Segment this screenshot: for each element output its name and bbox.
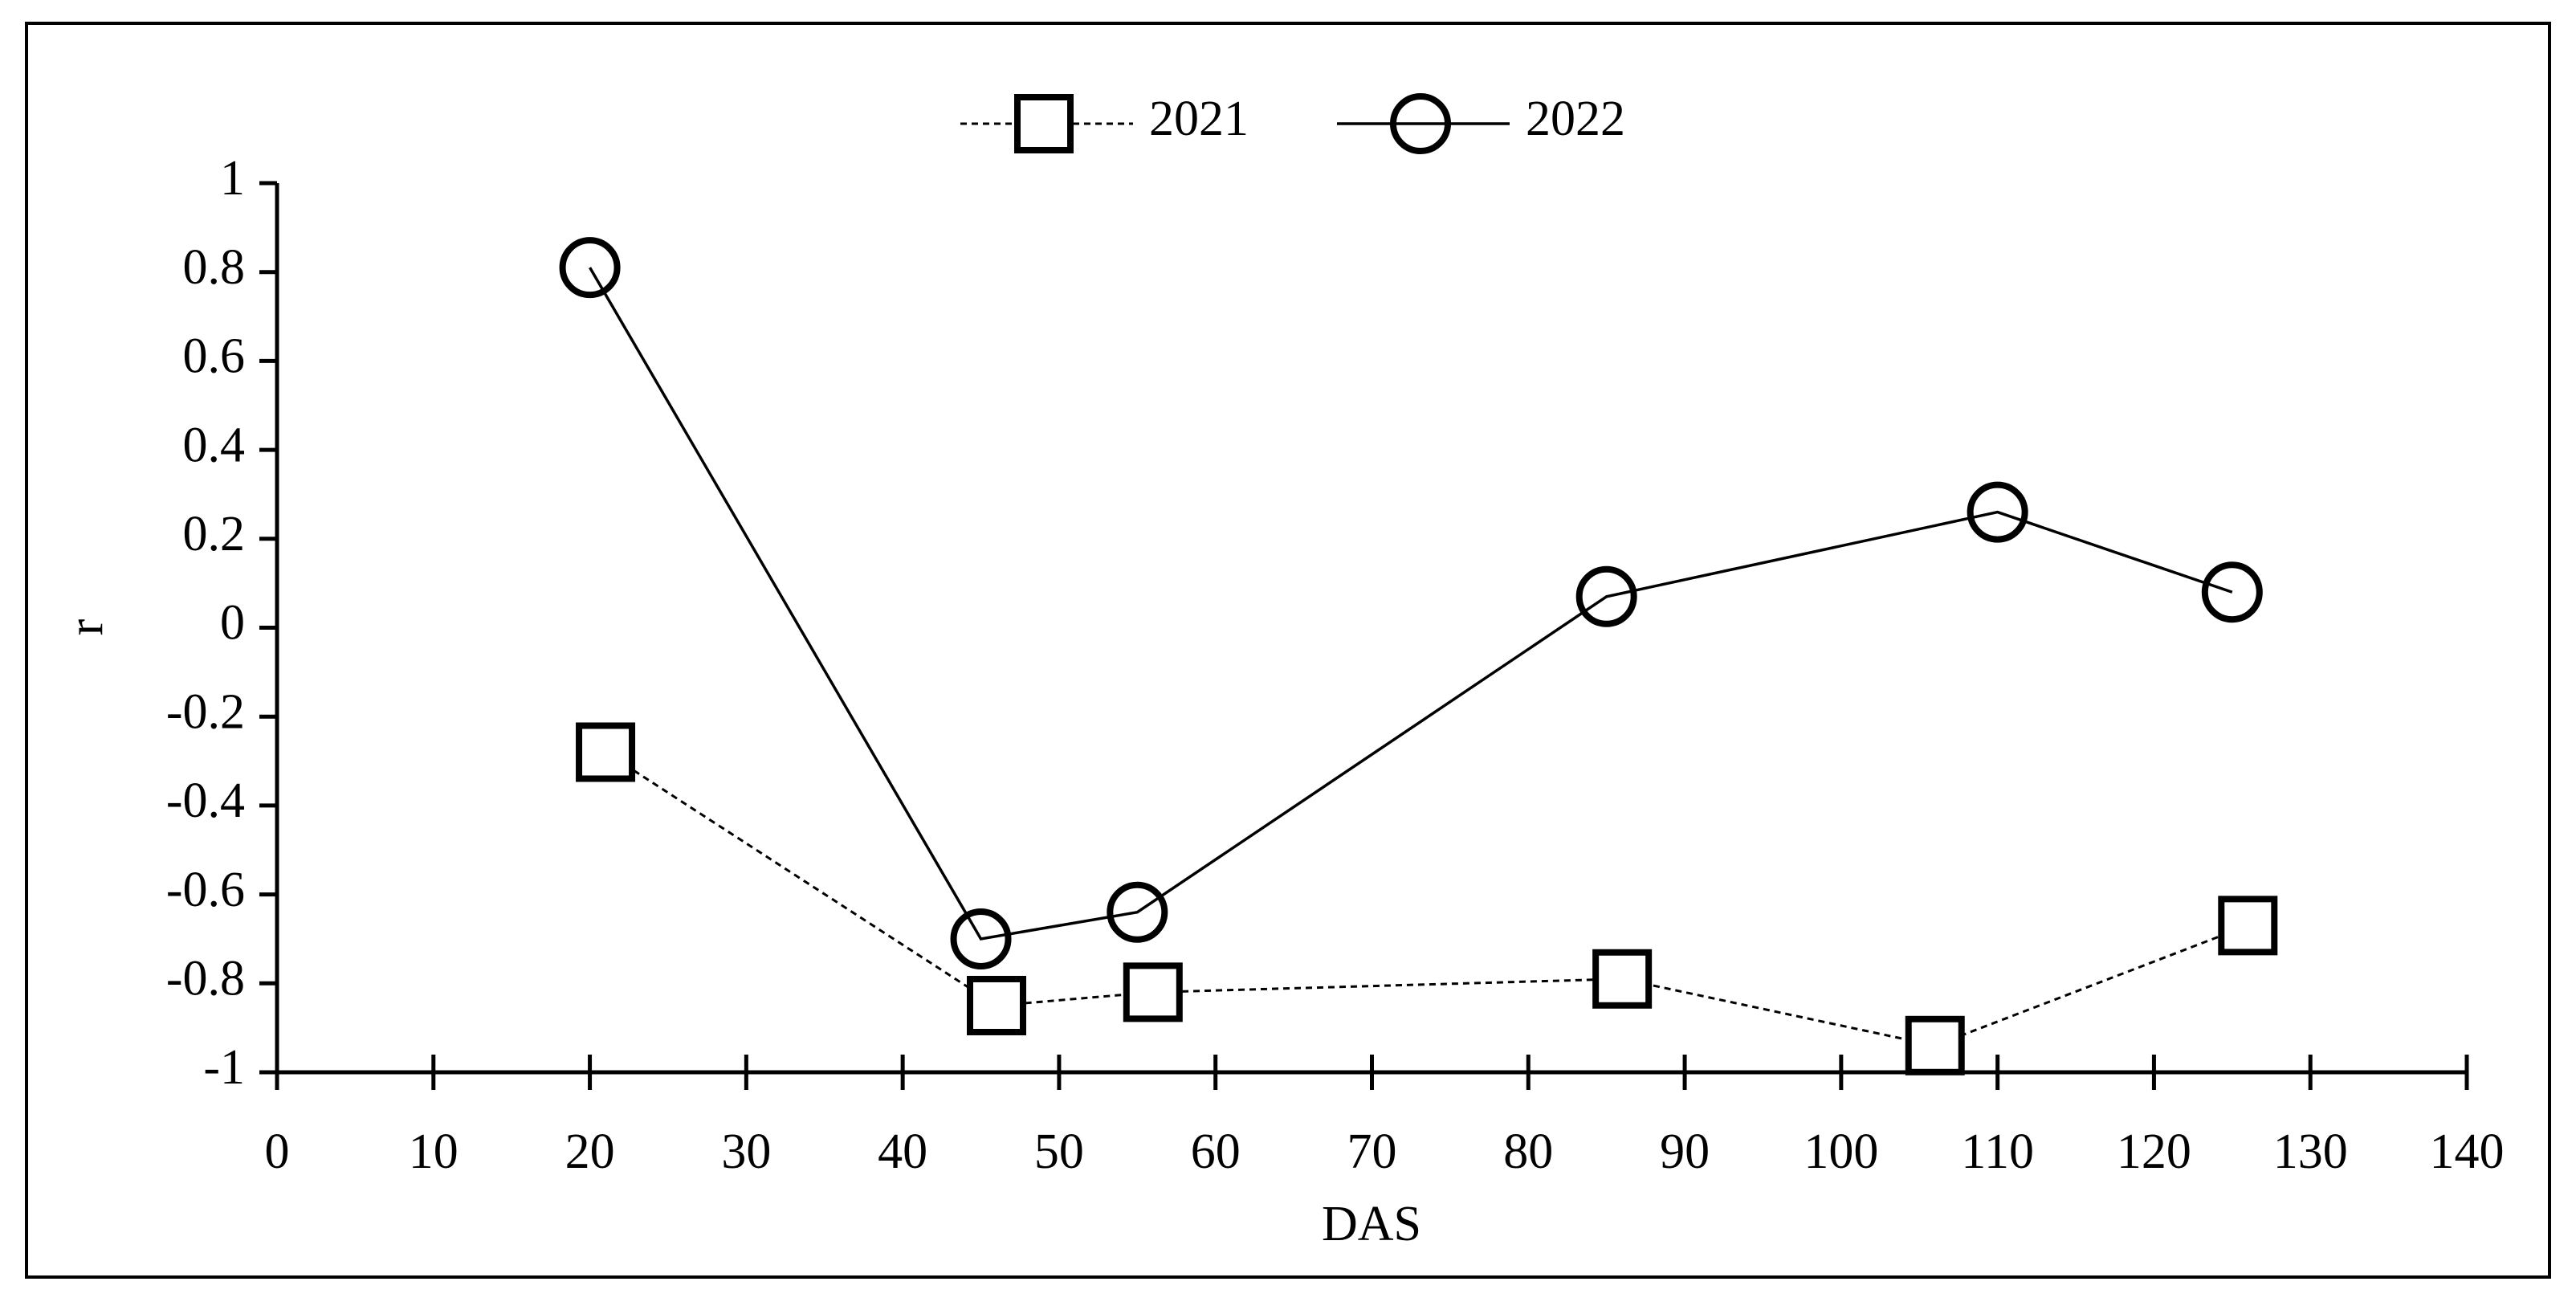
- x-tick-label: 30: [721, 1124, 771, 1179]
- marker: [1967, 481, 2028, 543]
- legend-label: 2021: [1149, 92, 1249, 146]
- y-tick-label: -0.4: [166, 773, 245, 828]
- marker: [559, 237, 621, 299]
- marker: [967, 975, 1027, 1035]
- x-tick-label: 10: [409, 1124, 459, 1179]
- x-tick-label: 110: [1961, 1124, 2034, 1179]
- marker: [2201, 561, 2263, 623]
- series-line: [605, 751, 2248, 1047]
- x-tick-label: 50: [1034, 1124, 1084, 1179]
- y-tick-label: -0.6: [166, 863, 245, 917]
- marker: [1107, 881, 1168, 943]
- marker: [1014, 94, 1074, 153]
- x-tick-label: 60: [1191, 1124, 1241, 1179]
- marker: [950, 908, 1012, 969]
- y-tick-label: 0: [220, 596, 245, 651]
- marker: [1905, 1015, 1965, 1075]
- marker: [1390, 93, 1451, 154]
- y-tick-label: 0.4: [183, 418, 246, 472]
- marker: [2218, 896, 2278, 956]
- x-tick-label: 20: [565, 1124, 615, 1179]
- y-tick-label: -0.8: [166, 952, 245, 1006]
- y-tick-label: 0.6: [183, 329, 246, 384]
- x-tick-label: 140: [2430, 1124, 2505, 1179]
- marker: [576, 722, 636, 782]
- x-tick-label: 130: [2273, 1124, 2348, 1179]
- y-tick-label: 0.2: [183, 507, 246, 561]
- legend-label: 2022: [1526, 92, 1625, 146]
- x-tick-label: 40: [878, 1124, 927, 1179]
- y-tick-label: -0.2: [166, 684, 245, 739]
- x-tick-label: 80: [1503, 1124, 1553, 1179]
- marker: [1592, 949, 1653, 1009]
- chart-frame: [25, 22, 2551, 1279]
- y-tick-label: 1: [220, 151, 245, 206]
- y-tick-label: -1: [203, 1040, 245, 1095]
- series-line: [589, 267, 2233, 941]
- x-tick-label: 90: [1660, 1124, 1710, 1179]
- y-axis-title: r: [59, 618, 113, 635]
- y-tick-label: 0.8: [183, 240, 246, 295]
- x-axis-title: DAS: [1322, 1197, 1421, 1251]
- marker: [1123, 962, 1183, 1022]
- marker: [1575, 565, 1637, 627]
- x-tick-label: 0: [265, 1124, 290, 1179]
- x-tick-label: 70: [1347, 1124, 1397, 1179]
- x-tick-label: 100: [1804, 1124, 1878, 1179]
- x-tick-label: 120: [2117, 1124, 2191, 1179]
